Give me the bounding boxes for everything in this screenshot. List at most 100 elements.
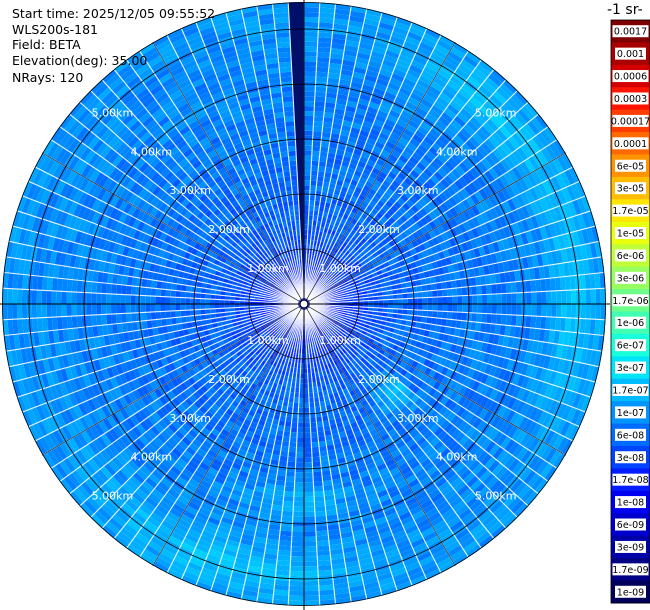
- ppi-bin: [311, 225, 317, 231]
- ppi-bin: [580, 289, 587, 304]
- ppi-bin: [304, 7, 320, 13]
- ppi-bin: [304, 590, 320, 597]
- ppi-bin: [499, 83, 515, 98]
- ppi-bin: [465, 50, 482, 64]
- ppi-bin: [304, 175, 311, 181]
- ppi-bin: [328, 62, 342, 70]
- ppi-bin: [333, 113, 345, 121]
- ppi-bin: [317, 273, 322, 279]
- ppi-bin: [394, 95, 408, 106]
- ppi-bin: [342, 155, 352, 163]
- ppi-bin: [320, 274, 325, 280]
- ppi-bin: [362, 184, 371, 193]
- ppi-bin: [304, 496, 315, 502]
- ppi-bin: [304, 51, 318, 57]
- ppi-bin: [310, 165, 319, 172]
- ppi-bin: [384, 140, 396, 150]
- ppi-bin: [314, 505, 326, 512]
- ppi-bin: [516, 304, 522, 316]
- ppi-bin: [342, 120, 353, 128]
- ppi-bin: [304, 491, 315, 498]
- ppi-bin: [344, 243, 351, 251]
- ppi-bin: [316, 56, 330, 63]
- ppi-bin: [416, 161, 427, 172]
- ppi-bin: [304, 120, 314, 127]
- ppi-bin: [304, 200, 310, 206]
- ppi-bin: [369, 55, 384, 64]
- ppi-bin: [446, 142, 459, 154]
- ppi-bin: [324, 172, 332, 179]
- ppi-bin: [304, 546, 317, 552]
- ppi-bin: [338, 251, 345, 258]
- ppi-bin: [321, 136, 331, 143]
- ppi-bin: [460, 59, 476, 72]
- ppi-bin: [304, 580, 319, 587]
- ppi-bin: [304, 205, 310, 211]
- ppi-bin: [391, 179, 401, 189]
- ppi-bin: [420, 139, 432, 151]
- ppi-bin: [318, 273, 323, 280]
- ppi-bin: [309, 185, 317, 191]
- ppi-bin: [322, 258, 327, 265]
- ppi-bin: [385, 86, 399, 96]
- ppi-bin: [285, 471, 296, 478]
- ppi-bin: [367, 237, 374, 245]
- ppi-bin: [373, 41, 389, 50]
- ppi-bin: [307, 234, 312, 240]
- ppi-bin: [289, 436, 298, 443]
- ppi-bin: [282, 505, 294, 512]
- ppi-bin: [452, 304, 458, 313]
- ppi-bin: [414, 83, 428, 94]
- ppi-bin: [328, 142, 338, 150]
- ppi-bin: [423, 135, 435, 147]
- ppi-bin: [307, 229, 312, 236]
- ppi-bin: [287, 456, 296, 463]
- ppi-bin: [279, 530, 293, 537]
- ppi-bin: [390, 72, 405, 83]
- ppi-bin: [334, 103, 347, 111]
- ppi-bin: [476, 285, 482, 295]
- ppi-bin: [334, 108, 346, 116]
- ppi-bin: [325, 279, 330, 285]
- ppi-bin: [331, 127, 342, 135]
- ppi-bin: [337, 263, 343, 269]
- ppi-bin: [320, 281, 325, 287]
- ppi-bin: [364, 74, 378, 83]
- ppi-bin: [345, 39, 360, 48]
- ppi-bin: [304, 11, 320, 18]
- ppi-bin: [401, 150, 412, 160]
- ppi-bin: [436, 39, 453, 52]
- ppi-bin: [515, 315, 522, 327]
- ppi-bin: [411, 151, 423, 162]
- ppi-bin: [417, 297, 423, 304]
- ppi-bin: [432, 304, 438, 311]
- ppi-bin: [292, 511, 304, 517]
- ppi-bin: [283, 495, 294, 502]
- ppi-bin: [400, 82, 415, 93]
- ppi-bin: [291, 531, 304, 537]
- ppi-bin: [387, 136, 399, 146]
- ppi-bin: [450, 319, 457, 328]
- ppi-bin: [330, 258, 336, 264]
- ppi-bin: [375, 175, 385, 184]
- ppi-bin: [327, 267, 333, 274]
- ppi-bin: [314, 200, 321, 207]
- ppi-bin: [313, 476, 323, 482]
- ppi-bin: [317, 211, 324, 217]
- ppi-bin: [328, 269, 334, 275]
- ppi-bin: [379, 183, 389, 192]
- ppi-bin: [304, 422, 311, 428]
- ppi-bin: [595, 304, 601, 320]
- ppi-bin: [304, 125, 314, 131]
- ppi-bin: [318, 279, 323, 285]
- ppi-bin: [407, 298, 413, 304]
- ppi-bin: [352, 148, 363, 157]
- ppi-bin: [367, 133, 379, 142]
- ppi-bin: [422, 297, 428, 304]
- ppi-bin: [466, 286, 473, 296]
- ppi-bin: [417, 102, 431, 114]
- ppi-bin: [409, 92, 423, 103]
- ppi-bin: [304, 224, 309, 230]
- ppi-bin: [313, 116, 324, 122]
- ppi-bin: [347, 95, 360, 104]
